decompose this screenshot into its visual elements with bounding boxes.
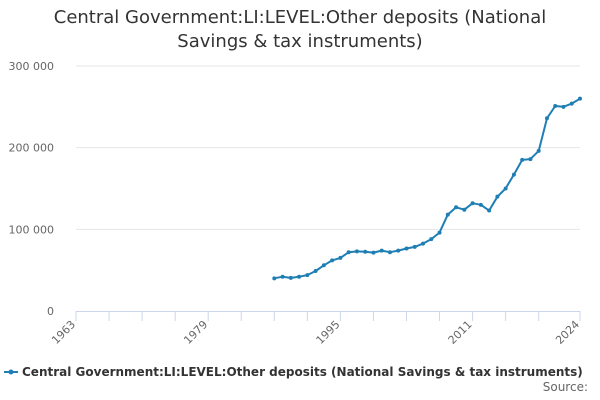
data-point[interactable] (313, 268, 318, 273)
data-point[interactable] (495, 194, 500, 199)
data-point[interactable] (520, 157, 525, 162)
data-point[interactable] (429, 237, 434, 242)
series-line (274, 97, 581, 280)
data-point[interactable] (371, 250, 376, 255)
data-point[interactable] (536, 148, 541, 153)
x-tick-label: 2024 (553, 318, 582, 347)
data-point[interactable] (478, 202, 483, 207)
data-point[interactable] (396, 248, 401, 253)
x-axis (75, 311, 581, 321)
data-point[interactable] (330, 258, 335, 263)
x-tick-label: 1995 (314, 318, 343, 347)
data-point[interactable] (454, 205, 459, 210)
y-tick-label: 300 000 (9, 60, 55, 73)
gridlines (76, 65, 580, 230)
data-point[interactable] (288, 275, 293, 280)
data-point[interactable] (387, 250, 392, 255)
legend-item-label[interactable]: Central Government:LI:LEVEL:Other deposi… (22, 365, 583, 379)
data-point[interactable] (544, 116, 549, 121)
data-point[interactable] (578, 96, 582, 101)
data-point[interactable] (321, 263, 326, 268)
data-point[interactable] (553, 104, 558, 109)
data-point[interactable] (511, 172, 516, 177)
x-tick-label: 1963 (49, 318, 78, 347)
y-tick-label: 0 (47, 305, 54, 318)
data-point[interactable] (272, 276, 277, 281)
x-tick-label: 2011 (446, 318, 475, 347)
source-label: Source: (542, 380, 588, 394)
y-tick-label: 100 000 (9, 223, 55, 236)
data-point[interactable] (379, 248, 384, 253)
data-point[interactable] (354, 249, 359, 254)
legend-marker-symbol (8, 369, 14, 375)
data-point[interactable] (421, 241, 426, 246)
data-point[interactable] (503, 186, 508, 191)
legend[interactable]: Central Government:LI:LEVEL:Other deposi… (4, 365, 583, 379)
data-point[interactable] (305, 273, 310, 278)
y-tick-label: 200 000 (9, 142, 55, 155)
data-point[interactable] (445, 212, 450, 217)
data-point[interactable] (280, 274, 285, 279)
data-point[interactable] (462, 207, 467, 212)
x-tick-label: 1979 (181, 318, 210, 347)
data-point[interactable] (561, 104, 566, 109)
chart-title-line-1: Central Government:LI:LEVEL:Other deposi… (53, 7, 547, 28)
data-point[interactable] (338, 255, 343, 260)
data-point[interactable] (528, 157, 533, 162)
data-point[interactable] (297, 274, 302, 279)
data-point[interactable] (569, 101, 574, 106)
y-axis-labels: 0 100 000 200 000 300 000 (9, 60, 55, 318)
data-point[interactable] (470, 201, 475, 206)
chart-title: Central Government:LI:LEVEL:Other deposi… (0, 6, 600, 54)
chart-title-line-2: Savings & tax instruments) (177, 31, 423, 52)
series-group (272, 96, 582, 281)
data-point[interactable] (437, 230, 442, 235)
data-point[interactable] (363, 249, 368, 254)
data-point[interactable] (346, 250, 351, 255)
data-point[interactable] (412, 244, 417, 249)
data-point[interactable] (404, 246, 409, 251)
x-axis-labels: 1963 1979 1995 2011 2024 (49, 318, 582, 347)
data-point[interactable] (487, 208, 492, 213)
